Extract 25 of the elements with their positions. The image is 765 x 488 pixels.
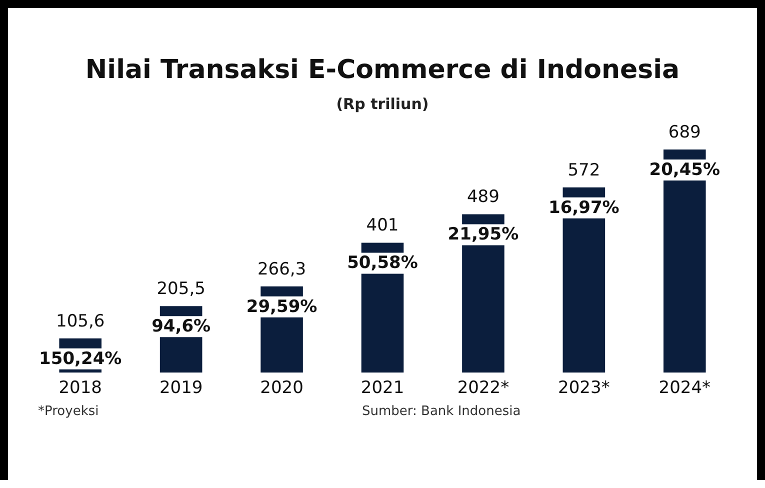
annotation: 150,24% [39,348,122,369]
data-label: 489 [466,187,500,208]
x-tick-label: 2021 [360,378,404,398]
x-tick-label: 2019 [159,378,203,398]
data-label: 266,3 [257,259,306,280]
x-tick-label: 2024* [658,378,711,398]
data-label: 689 [668,122,701,142]
text: *Proyeksi [38,404,99,419]
data-label: 105,6 [56,311,105,332]
x-tick-label: 2018 [58,378,102,398]
annotation: 20,45% [649,160,720,180]
x-tick-label: 2020 [260,378,304,398]
chart-subtitle: (Rp triliun) [335,95,430,113]
data-label: 401 [366,216,399,236]
annotation: 50,58% [347,253,418,274]
text: Sumber: Bank Indonesia [362,404,521,419]
x-tick-label: 2022* [457,378,510,398]
chart-title: Nilai Transaksi E-Commerce di Indonesia [84,55,681,85]
annotation: 94,6% [152,316,211,336]
annotation: 21,95% [448,224,519,245]
data-label: 572 [568,160,600,180]
x-tick-label: 2023* [558,378,610,398]
data-label: 205,5 [156,279,206,299]
annotation: 16,97% [548,198,620,218]
annotation: 29,59% [246,296,318,317]
